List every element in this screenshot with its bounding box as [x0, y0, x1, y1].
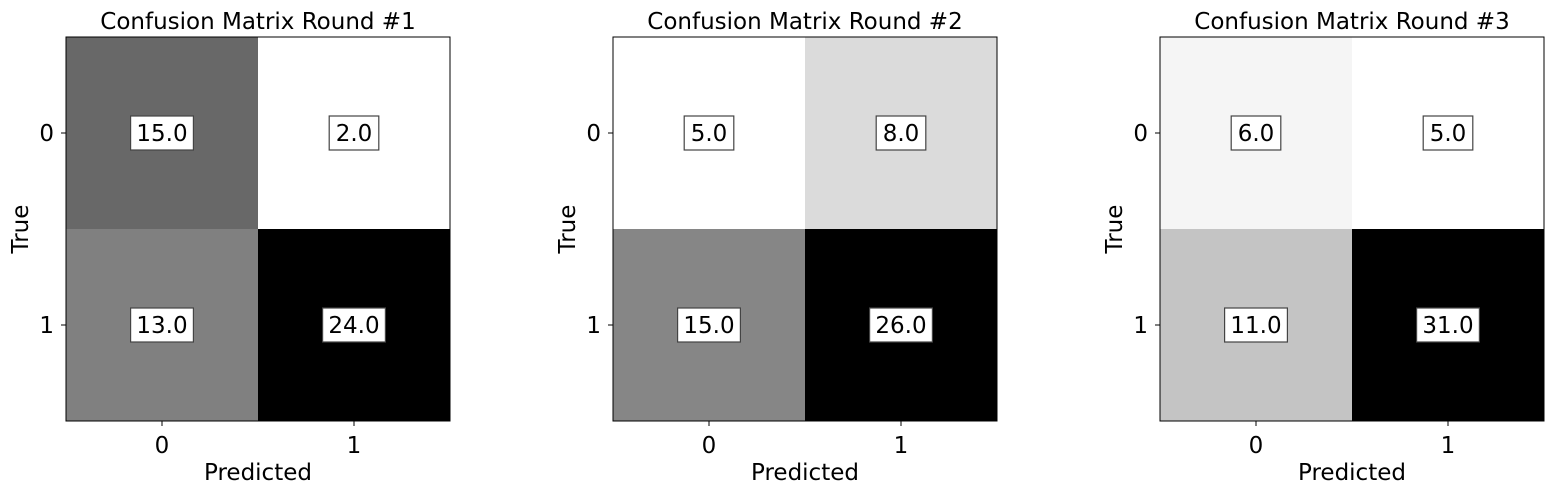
y-tick-label: 0	[39, 121, 54, 147]
y-axis-label: True	[8, 205, 34, 255]
chart-title: Confusion Matrix Round #3	[1194, 9, 1509, 35]
cell-label-box	[683, 115, 735, 151]
cell-label-box	[130, 115, 195, 151]
chart-title: Confusion Matrix Round #2	[647, 9, 962, 35]
cell-value-label: 8.0	[883, 121, 920, 147]
cell-label-box	[130, 307, 195, 343]
cell-value-label: 11.0	[1230, 313, 1281, 339]
plot-frame	[612, 36, 998, 422]
y-tick-label: 0	[1133, 121, 1148, 147]
x-axis-label: Predicted	[1298, 460, 1406, 486]
cell-label-box	[1223, 307, 1288, 343]
x-tick-label: 0	[155, 433, 170, 459]
x-tick-label: 1	[1441, 433, 1456, 459]
cell-label-box	[875, 115, 927, 151]
x-tick-label: 1	[347, 433, 362, 459]
confusion-matrix-panel-2: 5.0 8.0 15.0 26.0 0 1 0 1 Confusion Matrix Round…	[555, 9, 998, 486]
cell-label-box	[322, 307, 387, 343]
cell-label-box	[328, 115, 380, 151]
y-tick-label: 1	[39, 313, 54, 339]
x-axis-label: Predicted	[751, 460, 859, 486]
cell-label-box	[1422, 115, 1474, 151]
cell-value-label: 5.0	[691, 121, 728, 147]
cell-value-label: 26.0	[875, 313, 926, 339]
y-axis-label: True	[555, 205, 581, 255]
cell-value-label: 5.0	[1430, 121, 1467, 147]
cell-label-box	[676, 307, 741, 343]
cell-value-label: 2.0	[336, 121, 373, 147]
x-axis-label: Predicted	[204, 460, 312, 486]
plot-frame	[1159, 36, 1545, 422]
cell-label-box	[1415, 307, 1480, 343]
cell-value-label: 13.0	[136, 313, 187, 339]
plot-frame	[65, 36, 451, 422]
y-tick-label: 0	[586, 121, 601, 147]
cell-value-label: 6.0	[1238, 121, 1275, 147]
chart-title: Confusion Matrix Round #1	[100, 9, 415, 35]
cell-label-box	[868, 307, 933, 343]
cell-value-label: 24.0	[328, 313, 379, 339]
cell-value-label: 15.0	[136, 121, 187, 147]
cell-value-label: 15.0	[683, 313, 734, 339]
x-tick-label: 0	[702, 433, 717, 459]
cell-label-box	[1230, 115, 1282, 151]
confusion-matrix-panel-1: 15.0 2.0 13.0 24.0 0 1 0 1 Confusion Matrix Roun…	[8, 9, 451, 486]
y-axis-label: True	[1102, 205, 1128, 255]
x-tick-label: 1	[894, 433, 909, 459]
y-tick-label: 1	[1133, 313, 1148, 339]
confusion-matrix-panel-3: 6.0 5.0 11.0 31.0 0 1 0 1 Confusion Matrix Round…	[1102, 9, 1545, 486]
y-tick-label: 1	[586, 313, 601, 339]
cell-value-label: 31.0	[1422, 313, 1473, 339]
x-tick-label: 0	[1249, 433, 1264, 459]
